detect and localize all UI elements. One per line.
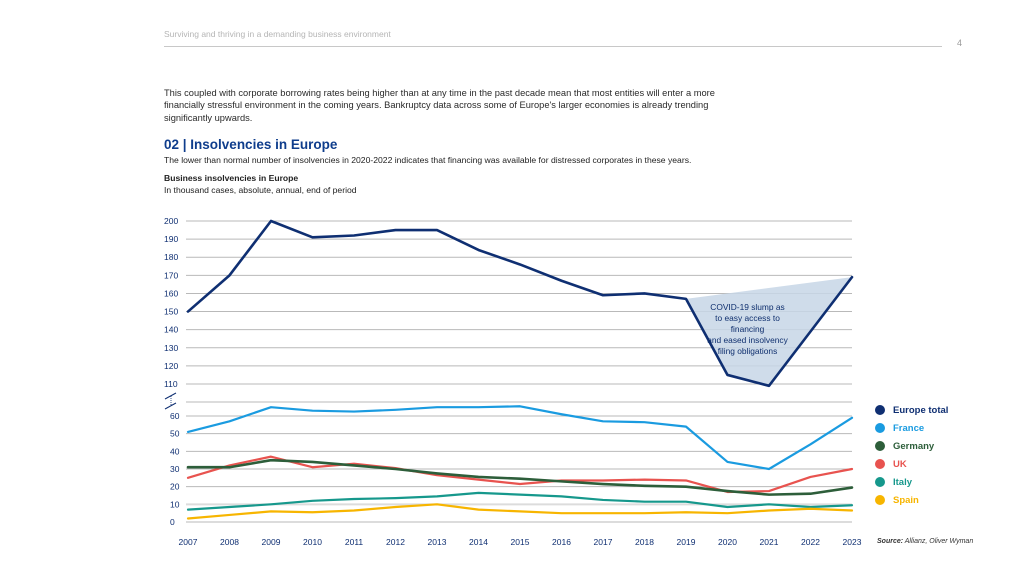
y-tick-label: 140 [164,325,178,335]
y-axis-ticks: 110 120 130 140 150 160 170 180 190 200 0 10 20 30 40 5… [164,216,180,527]
legend-dot-icon [875,459,885,469]
y-tick-label: 180 [164,252,178,262]
y-tick-label: 120 [164,361,178,371]
section-title: 02 | Insolvencies in Europe [164,137,338,152]
legend-label: UK [893,458,907,470]
y-tick-label: 10 [170,499,180,509]
chart-source: Source: Allianz, Oliver Wyman [877,538,973,545]
legend-label: Spain [893,494,919,506]
y-tick-label: 20 [170,482,180,492]
y-tick-label: 0 [170,517,175,527]
legend-item-uk: UK [875,455,948,473]
chart-gridlines [186,220,852,523]
x-tick-label: 2012 [386,537,405,547]
chart-title: Business insolvencies in Europe [164,173,299,183]
page-number: 4 [957,38,963,48]
x-tick-label: 2017 [594,537,613,547]
annotation-line: to easy access to financing [715,313,780,334]
covid-annotation: COVID-19 slump as to easy access to fina… [700,302,795,357]
legend-item-france: France [875,419,948,437]
legend-label: Italy [893,476,913,488]
series-line-germany [186,458,854,496]
y-tick-label: 110 [164,379,178,389]
annotation-line: filing obligations [717,346,778,356]
legend-dot-icon [875,477,885,487]
chart-subtitle: In thousand cases, absolute, annual, end… [164,185,357,195]
intro-paragraph: This coupled with corporate borrowing ra… [164,88,715,123]
y-tick-label: 160 [164,288,178,298]
y-tick-label: 30 [170,464,180,474]
axis-break-line [164,392,177,400]
x-tick-label: 2009 [262,537,281,547]
legend-label: Germany [893,440,935,452]
legend-dot-icon [875,495,885,505]
legend-label: France [893,422,925,434]
x-tick-label: 2013 [428,537,447,547]
y-tick-label: 170 [164,270,178,280]
y-tick-label: 40 [170,446,180,456]
y-tick-label: 130 [164,343,178,353]
x-tick-label: 2010 [303,537,322,547]
x-axis-ticks: 2007 2008 2009 2010 2011 2012 2013 2014 2015 2016… [179,537,862,547]
covid-slump-area [686,277,852,386]
y-tick-label: 60 [170,411,180,421]
chart-legend: Europe total France Germany UK Italy Spa… [875,401,948,509]
legend-dot-icon [875,423,885,433]
section-subtitle: The lower than normal number of insolven… [164,155,692,165]
x-tick-label: 2021 [760,537,779,547]
legend-item-spain: Spain [875,491,948,509]
x-tick-label: 2007 [179,537,198,547]
legend-item-europe-total: Europe total [875,401,948,419]
covid-slump-shading [686,277,852,386]
legend-item-germany: Germany [875,437,948,455]
source-text: Allianz, Oliver Wyman [904,538,974,545]
legend-dot-icon [875,405,885,415]
x-tick-label: 2022 [801,537,820,547]
x-tick-label: 2015 [511,537,530,547]
x-tick-label: 2008 [220,537,239,547]
x-tick-label: 2023 [843,537,862,547]
series-line-spain [186,503,854,520]
x-tick-label: 2011 [345,537,364,547]
legend-label: Europe total [893,404,949,416]
x-tick-label: 2019 [677,537,696,547]
y-tick-label: 150 [164,307,178,317]
x-tick-label: 2016 [552,537,571,547]
axis-break-marker [164,392,177,410]
x-tick-label: 2020 [718,537,737,547]
legend-item-italy: Italy [875,473,948,491]
chart-series [186,219,854,520]
axis-break-line [164,402,177,410]
running-header-title: Surviving and thriving in a demanding bu… [164,29,391,39]
source-label: Source: [877,538,904,545]
y-tick-label: 190 [164,234,178,244]
annotation-line: COVID-19 slump as [710,302,785,312]
series-line-italy [186,491,854,511]
x-tick-label: 2018 [635,537,654,547]
series-line-europe-total [186,219,854,388]
y-tick-label: 50 [170,429,180,439]
annotation-line: and eased insolvency [707,335,788,345]
x-tick-label: 2014 [469,537,488,547]
legend-dot-icon [875,441,885,451]
y-tick-label: 200 [164,216,178,226]
series-line-france [186,405,854,471]
header-divider [164,46,942,47]
